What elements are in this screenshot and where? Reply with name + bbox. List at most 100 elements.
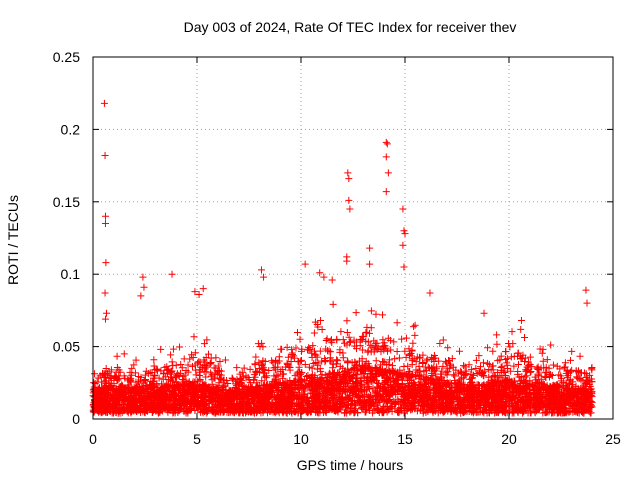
data-point	[498, 398, 506, 406]
data-point	[286, 366, 294, 374]
data-points	[89, 99, 596, 417]
data-point	[472, 364, 480, 372]
data-point	[411, 321, 419, 329]
data-point	[384, 403, 392, 411]
data-point	[477, 390, 485, 398]
data-point	[485, 360, 493, 368]
data-point	[253, 401, 261, 409]
data-point	[440, 377, 448, 385]
data-point	[489, 366, 497, 374]
data-point	[367, 391, 375, 399]
data-point	[173, 370, 181, 378]
data-point	[379, 336, 387, 344]
data-point	[366, 341, 374, 349]
data-point	[237, 378, 245, 386]
data-point	[482, 405, 490, 413]
data-point	[164, 382, 172, 390]
data-point	[477, 363, 485, 371]
data-point	[343, 317, 351, 325]
data-point	[112, 397, 120, 405]
data-point	[340, 379, 348, 387]
data-point	[393, 319, 401, 327]
data-point	[489, 372, 497, 380]
data-point	[110, 380, 118, 388]
data-point	[435, 376, 443, 384]
data-point	[362, 376, 370, 384]
data-point	[131, 384, 139, 392]
data-point	[415, 362, 423, 370]
data-point	[381, 358, 389, 366]
data-point	[374, 390, 382, 398]
data-point	[260, 381, 268, 389]
data-point	[498, 362, 506, 370]
data-point	[313, 375, 321, 383]
data-point	[526, 353, 534, 361]
data-point	[411, 381, 419, 389]
data-point	[460, 362, 468, 370]
data-point	[399, 397, 407, 405]
data-point	[420, 368, 428, 376]
data-point	[273, 393, 281, 401]
data-point	[144, 392, 152, 400]
data-point	[119, 395, 127, 403]
data-point	[411, 404, 419, 412]
data-point	[423, 373, 431, 381]
data-point	[107, 374, 115, 382]
data-point	[294, 399, 302, 407]
data-point	[371, 370, 379, 378]
data-point	[304, 409, 312, 417]
data-point	[404, 362, 412, 370]
data-point	[140, 384, 148, 392]
data-point	[553, 381, 561, 389]
data-point	[372, 357, 380, 365]
data-point	[221, 356, 229, 364]
data-point	[344, 394, 352, 402]
data-point	[178, 364, 186, 372]
data-point	[334, 407, 342, 415]
data-point	[131, 397, 139, 405]
data-point	[534, 371, 542, 379]
data-point	[514, 349, 522, 357]
data-point	[219, 386, 227, 394]
data-point	[130, 407, 138, 415]
data-point	[582, 379, 590, 387]
data-point	[451, 376, 459, 384]
data-point	[195, 371, 203, 379]
data-point	[102, 395, 110, 403]
data-point	[515, 390, 523, 398]
data-point	[191, 407, 199, 415]
data-point	[406, 350, 414, 358]
data-point	[137, 373, 145, 381]
data-point	[489, 400, 497, 408]
data-point	[576, 369, 584, 377]
data-point	[128, 364, 136, 372]
data-point	[472, 356, 480, 364]
data-point	[339, 349, 347, 357]
data-point	[100, 373, 108, 381]
data-point	[252, 367, 260, 375]
data-point	[389, 377, 397, 385]
data-point	[407, 402, 415, 410]
data-point	[171, 382, 179, 390]
data-point	[363, 391, 371, 399]
data-point	[386, 356, 394, 364]
data-point	[358, 336, 366, 344]
data-point	[251, 373, 259, 381]
data-point	[135, 378, 143, 386]
data-point	[563, 374, 571, 382]
data-point	[201, 407, 209, 415]
data-point	[201, 358, 209, 366]
data-point	[355, 391, 363, 399]
data-point	[379, 388, 387, 396]
data-point	[122, 384, 130, 392]
data-point	[385, 406, 393, 414]
data-point	[380, 346, 388, 354]
data-point	[496, 396, 504, 404]
data-point	[131, 369, 139, 377]
data-point	[535, 398, 543, 406]
data-point	[401, 383, 409, 391]
data-point	[369, 395, 377, 403]
data-point	[107, 391, 115, 399]
data-point	[443, 371, 451, 379]
data-point	[284, 353, 292, 361]
